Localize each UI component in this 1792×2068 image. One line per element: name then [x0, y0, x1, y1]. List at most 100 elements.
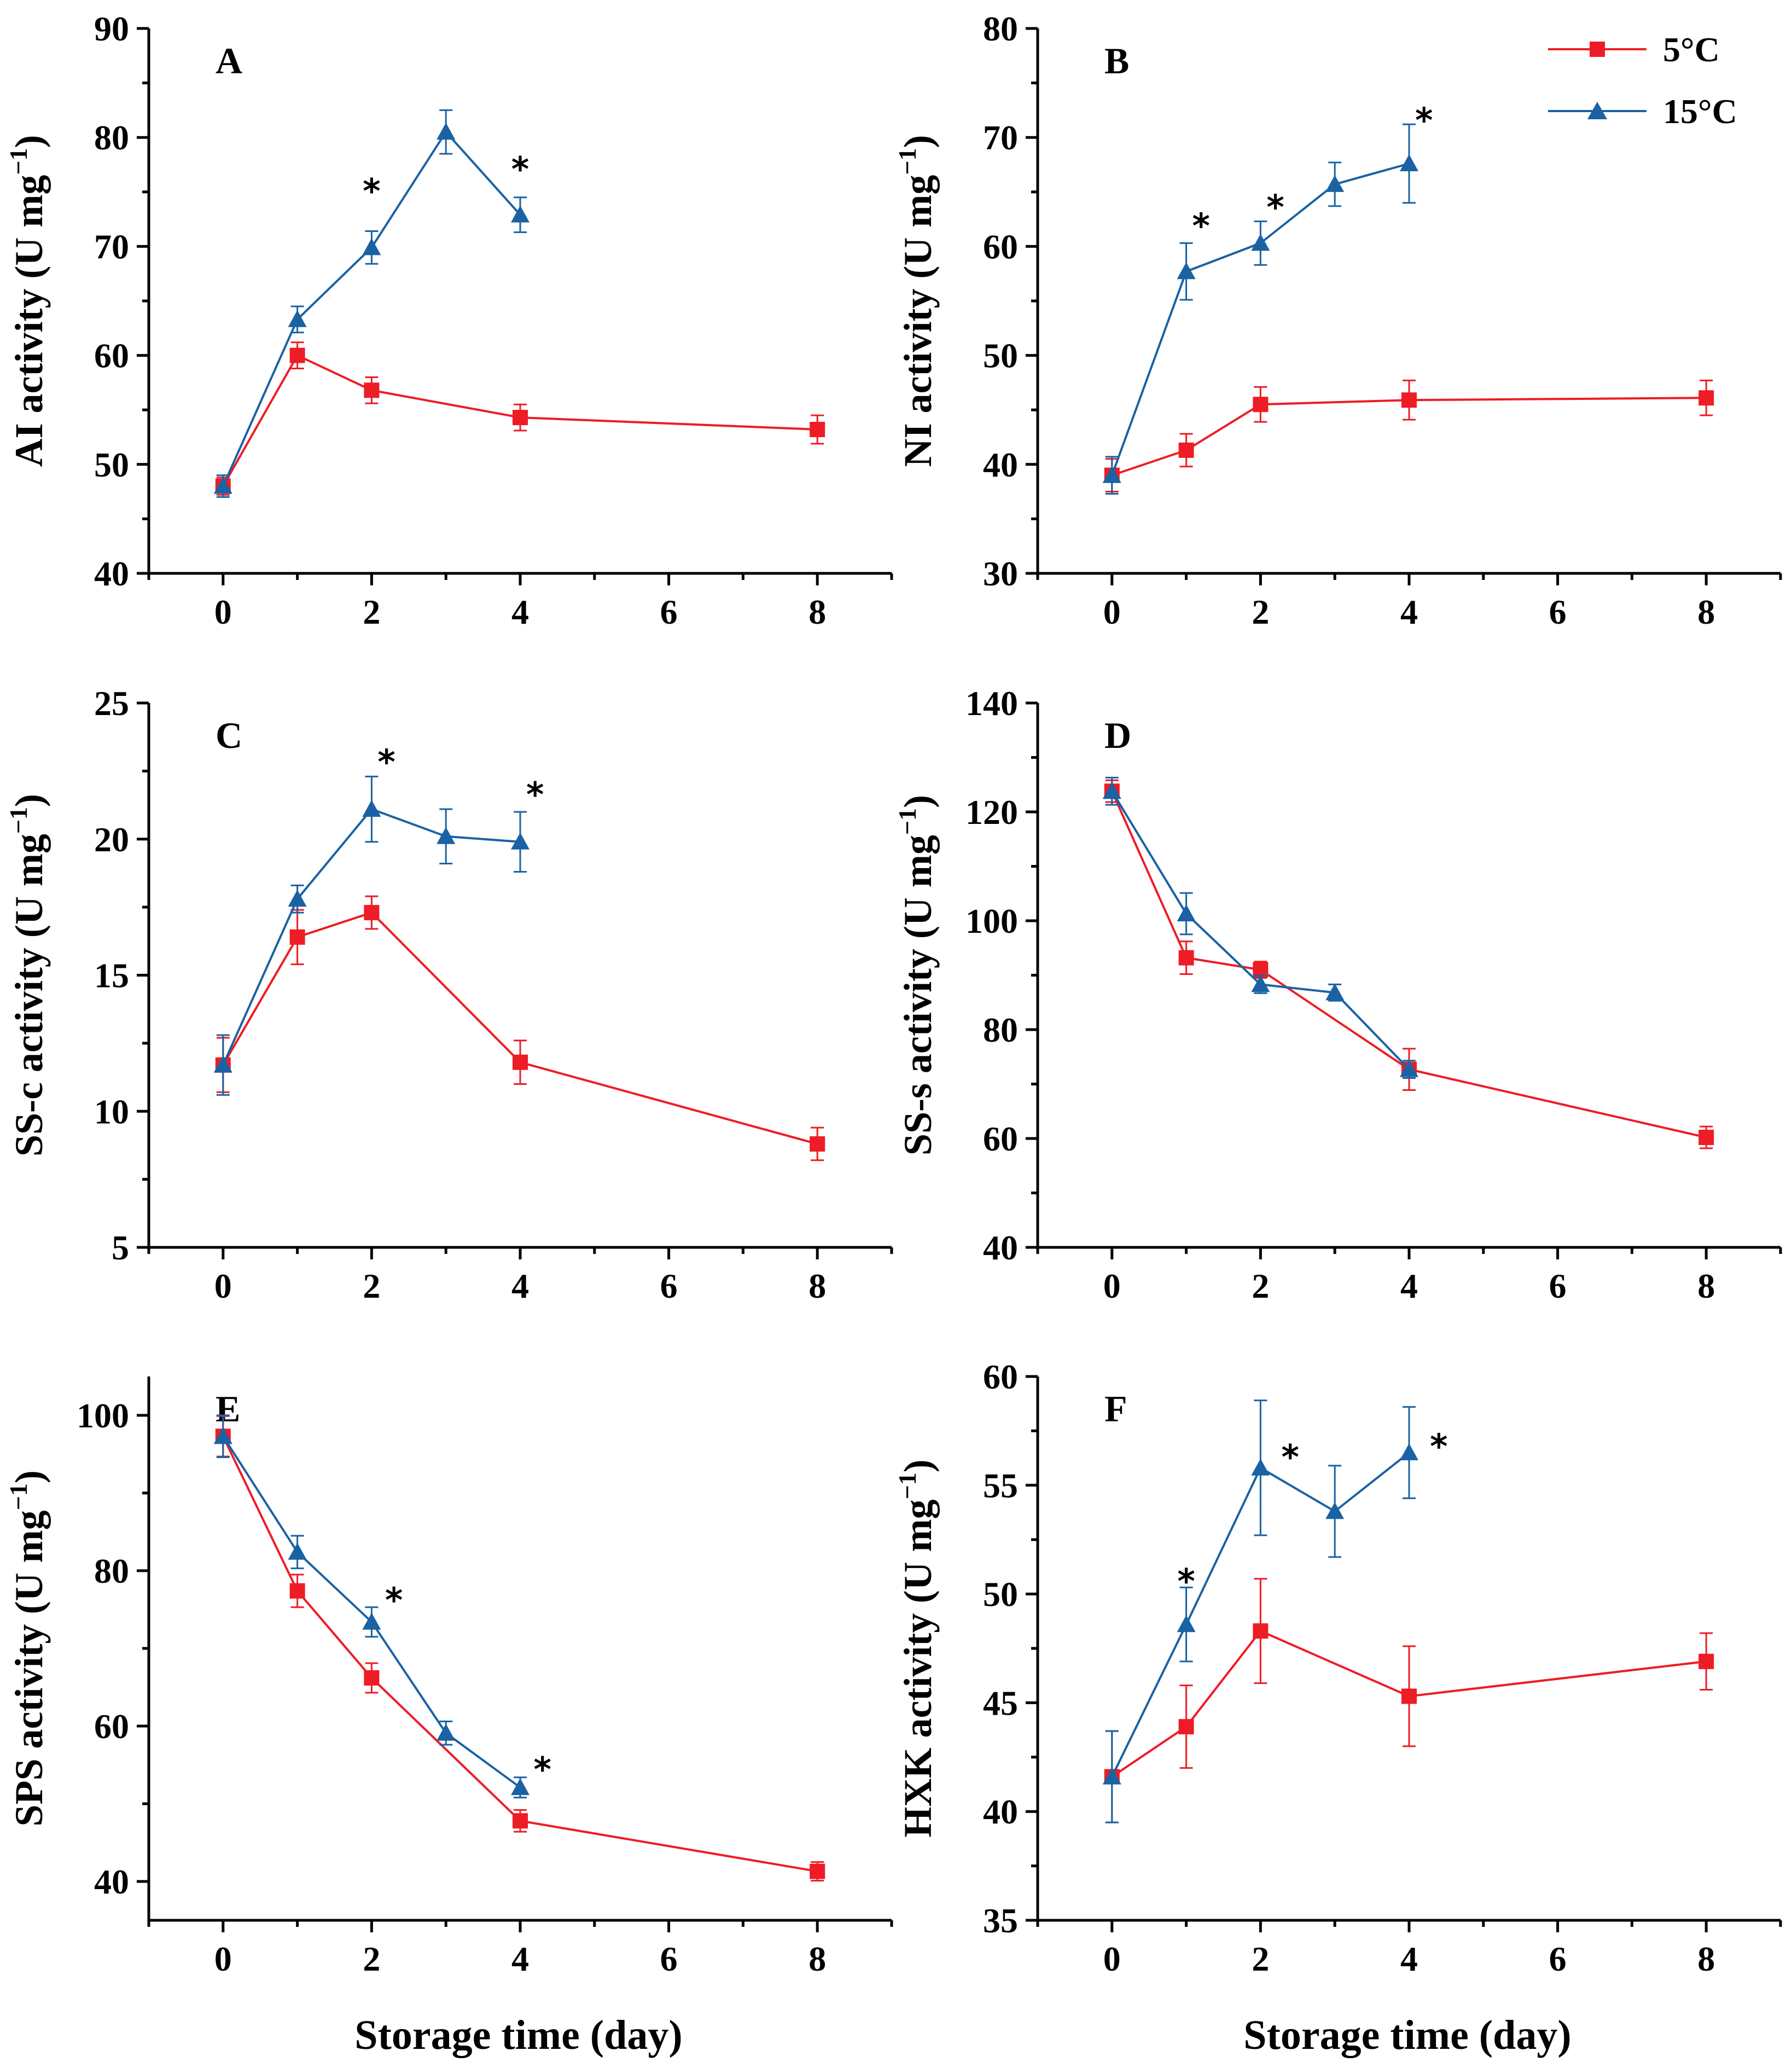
- x-tick-label-a: 6: [660, 592, 678, 631]
- y-tick-label-f: 60: [983, 1357, 1018, 1396]
- data-point-5c-f: [1178, 1719, 1194, 1735]
- panel-letter-d: D: [1104, 714, 1131, 756]
- data-point-5c-c: [810, 1136, 825, 1152]
- y-tick-label-b: 60: [983, 227, 1018, 266]
- data-point-5c-a: [289, 347, 305, 363]
- data-point-5c-a: [364, 382, 380, 398]
- series-line-15c-d: [1111, 791, 1410, 1071]
- panel-c: 5 10 15 20 25 0 2 4 6 8 SS-c activity (U mg−1) C * *: [4, 684, 893, 1305]
- significance-star-e: *: [385, 1580, 403, 1620]
- x-tick-label-a: 8: [808, 592, 826, 631]
- y-tick-label-b: 50: [983, 336, 1018, 375]
- data-point-5c-e: [364, 1670, 380, 1686]
- x-tick-label-c: 0: [214, 1267, 232, 1305]
- y-axis-label-c: SS-c activity (U mg−1): [4, 794, 51, 1157]
- data-point-5c-d: [1253, 962, 1269, 978]
- legend-label-5c: 5°C: [1663, 30, 1720, 69]
- data-point-15c-a: [437, 123, 456, 140]
- x-tick-label-d: 0: [1103, 1267, 1121, 1305]
- data-point-5c-b: [1401, 392, 1417, 408]
- y-tick-label-c: 25: [94, 684, 129, 723]
- data-point-15c-e: [437, 1723, 456, 1741]
- y-tick-label-c: 20: [94, 820, 129, 859]
- significance-star-c: *: [377, 742, 395, 782]
- panel-letter-c: C: [216, 714, 242, 756]
- x-tick-label-c: 4: [511, 1267, 529, 1305]
- panel-letter-b: B: [1104, 40, 1129, 82]
- data-point-15c-d: [1102, 782, 1121, 799]
- y-tick-label-d: 120: [965, 793, 1018, 832]
- y-tick-label-f: 40: [983, 1792, 1018, 1831]
- data-point-15c-c: [288, 890, 307, 907]
- legend: 5°C 15°C: [1548, 30, 1737, 131]
- x-tick-label-f: 4: [1400, 1939, 1418, 1978]
- data-point-15c-e: [213, 1427, 232, 1444]
- data-point-15c-b: [1325, 175, 1345, 192]
- data-point-15c-f: [1251, 1458, 1270, 1476]
- panel-letter-a: A: [216, 40, 242, 82]
- x-tick-label-e: 0: [214, 1939, 232, 1978]
- data-point-15c-e: [288, 1542, 307, 1560]
- x-tick-label-e: 6: [660, 1939, 678, 1978]
- data-point-15c-c: [437, 827, 456, 844]
- y-tick-label-a: 50: [94, 445, 129, 484]
- x-tick-label-f: 8: [1697, 1939, 1715, 1978]
- y-axis-label-b: NI activity (U mg−1): [893, 135, 940, 467]
- data-point-5c-e: [810, 1863, 825, 1879]
- y-axis-label-f: HXK activity (U mg−1): [893, 1459, 940, 1837]
- series-line-5c-c: [222, 911, 818, 1145]
- y-tick-label-b: 40: [983, 445, 1018, 484]
- x-tick-label-a: 4: [511, 592, 529, 631]
- data-point-5c-c: [513, 1054, 528, 1070]
- significance-star-b: *: [1266, 188, 1284, 228]
- axes-c: [147, 703, 892, 1249]
- y-tick-label-e: 100: [77, 1396, 129, 1435]
- data-point-5c-b: [1178, 442, 1194, 458]
- data-point-15c-b: [1400, 154, 1418, 172]
- y-tick-label-d: 40: [983, 1228, 1018, 1267]
- series-line-5c-e: [222, 1436, 818, 1873]
- x-tick-label-e: 8: [808, 1939, 826, 1978]
- y-tick-label-e: 40: [94, 1862, 129, 1901]
- data-point-15c-e: [511, 1778, 530, 1796]
- significance-star-f: *: [1430, 1426, 1447, 1466]
- data-point-15c-f: [1177, 1615, 1196, 1633]
- x-tick-label-a: 2: [363, 592, 380, 631]
- data-point-5c-e: [289, 1583, 305, 1599]
- panel-e: 40 60 80 100 0 2 4 6 8 SPS activity (U mg−1) E * *: [4, 1376, 893, 1978]
- x-tick-label-e: 4: [511, 1939, 529, 1978]
- data-point-15c-b: [1251, 234, 1270, 251]
- data-point-15c-a: [288, 310, 307, 327]
- y-tick-label-d: 60: [983, 1119, 1018, 1158]
- data-point-15c-d: [1177, 904, 1196, 922]
- significance-star-a: *: [511, 149, 529, 189]
- y-axis-label-d: SS-s activity (U mg−1): [893, 795, 940, 1155]
- panel-a: 40 50 60 70 80 90 0 2 4 6 8 AI activity (U mg−1) A * *: [4, 9, 893, 631]
- x-tick-label-b: 0: [1103, 592, 1121, 631]
- data-point-5c-d: [1178, 950, 1194, 966]
- x-tick-label-c: 8: [808, 1267, 826, 1305]
- y-tick-label-c: 15: [94, 956, 129, 995]
- data-point-15c-d: [1251, 975, 1270, 992]
- data-point-15c-e: [362, 1612, 381, 1630]
- y-tick-label-a: 90: [94, 9, 129, 48]
- y-tick-label-e: 80: [94, 1552, 129, 1590]
- significance-star-b: *: [1192, 206, 1210, 246]
- data-point-15c-a: [213, 477, 232, 494]
- data-point-5c-c: [289, 929, 305, 945]
- x-tick-label-d: 2: [1252, 1267, 1269, 1305]
- significance-star-e: *: [534, 1750, 551, 1790]
- x-tick-label-b: 8: [1697, 592, 1715, 631]
- y-tick-label-b: 70: [983, 118, 1018, 157]
- significance-star-a: *: [363, 171, 380, 211]
- data-point-15c-f: [1400, 1443, 1418, 1461]
- data-point-5c-a: [810, 422, 825, 438]
- panel-b: 30 40 50 60 70 80 0 2 4 6 8 NI activity (U mg−1) B * *…: [893, 9, 1782, 631]
- data-point-15c-a: [362, 238, 381, 255]
- panel-letter-f: F: [1104, 1388, 1127, 1430]
- data-point-5c-c: [364, 905, 380, 921]
- data-point-5c-b: [1253, 397, 1269, 413]
- x-tick-label-b: 4: [1400, 592, 1418, 631]
- legend-label-15c: 15°C: [1663, 92, 1737, 131]
